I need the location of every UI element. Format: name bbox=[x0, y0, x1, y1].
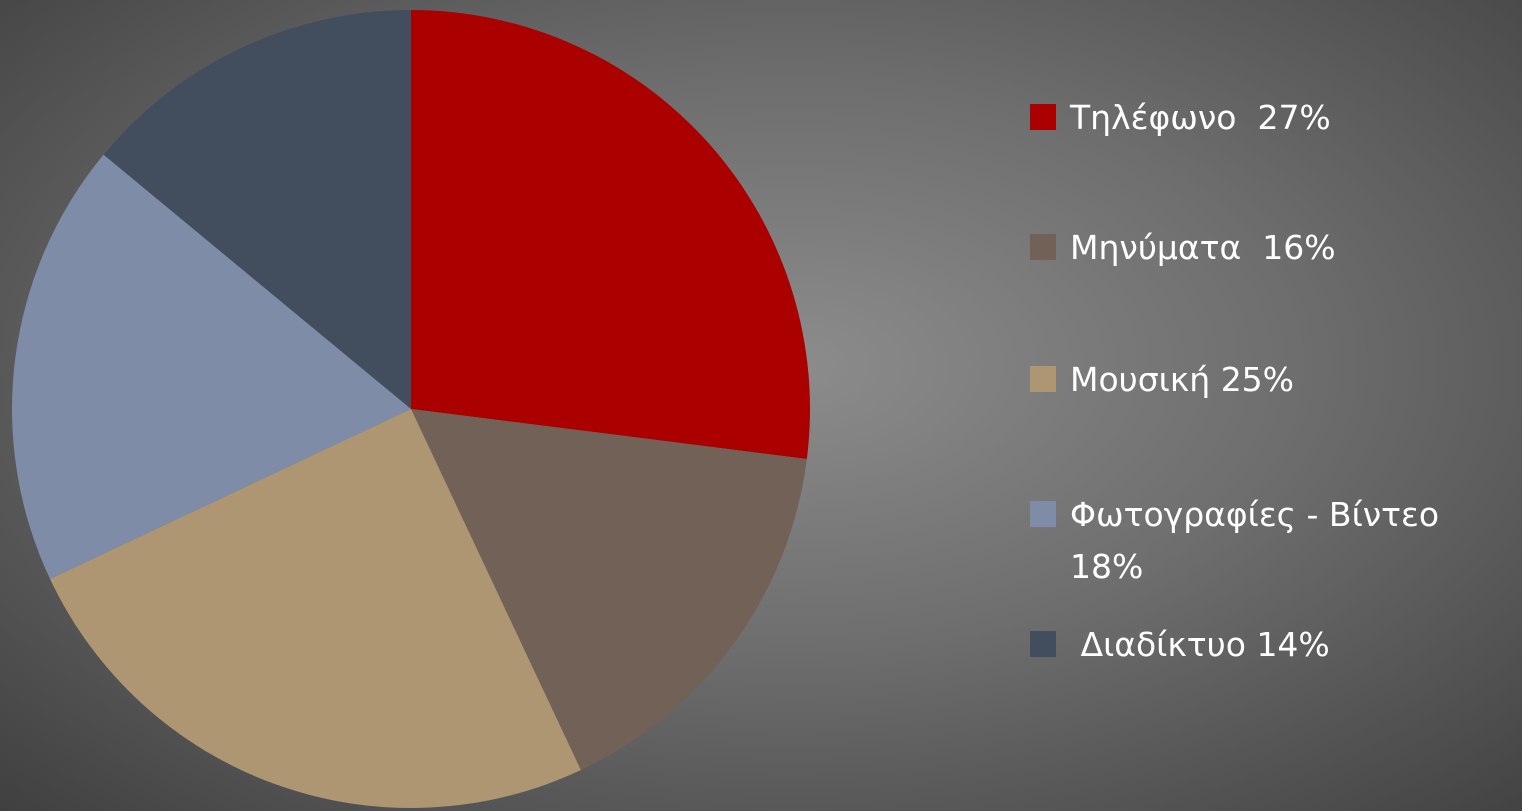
legend-swatch bbox=[1030, 234, 1056, 260]
legend: Τηλέφωνο 27% Μηνύματα 16% Μουσική 25% Φωτογ… bbox=[1030, 0, 1510, 811]
pie-slice bbox=[11, 154, 411, 579]
legend-label: Μηνύματα 16% bbox=[1070, 228, 1336, 267]
legend-swatch bbox=[1030, 501, 1056, 527]
legend-label: Διαδίκτυο 14% bbox=[1070, 625, 1330, 664]
pie-slice bbox=[103, 10, 411, 409]
legend-item: Τηλέφωνο 27% bbox=[1030, 92, 1510, 144]
legend-item: Φωτογραφίες - Βίντεο 18% bbox=[1030, 489, 1510, 593]
legend-swatch bbox=[1030, 104, 1056, 130]
legend-swatch bbox=[1030, 631, 1056, 657]
pie-slice bbox=[411, 10, 810, 460]
legend-label: Φωτογραφίες - Βίντεο 18% bbox=[1070, 495, 1450, 586]
legend-item: Διαδίκτυο 14% bbox=[1030, 619, 1510, 671]
legend-swatch bbox=[1030, 366, 1056, 392]
pie-slice bbox=[411, 409, 807, 771]
legend-label: Μουσική 25% bbox=[1070, 360, 1295, 399]
pie-slice bbox=[49, 409, 581, 808]
legend-label: Τηλέφωνο 27% bbox=[1070, 98, 1331, 137]
legend-item: Μηνύματα 16% bbox=[1030, 222, 1510, 274]
legend-item: Μουσική 25% bbox=[1030, 354, 1510, 406]
